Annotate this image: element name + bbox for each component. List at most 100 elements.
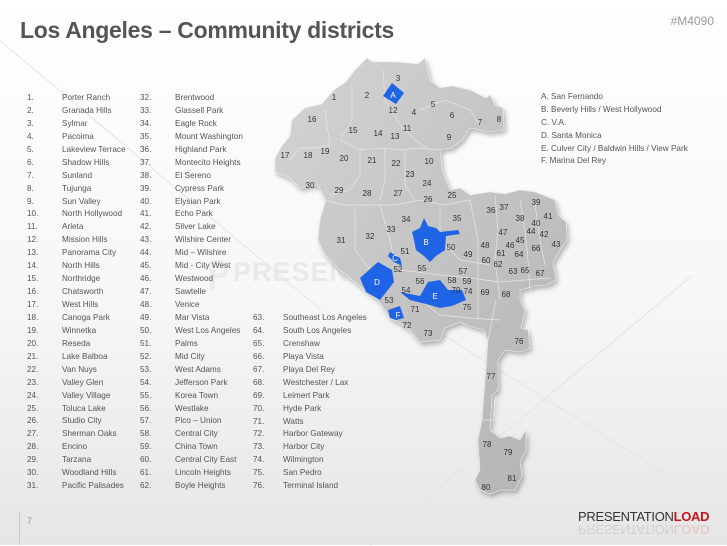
district-list-item: 55. Korea Town <box>140 390 243 403</box>
district-name: Southeast Los Angeles <box>283 313 367 322</box>
district-number: 34. <box>140 118 152 128</box>
district-list-item: 40. Elysian Park <box>140 196 243 209</box>
district-name: Tujunga <box>62 183 92 193</box>
district-number: 64. <box>253 325 265 335</box>
map-district-label: 6 <box>450 111 455 120</box>
district-list-item: 1. Porter Ranch <box>27 92 126 105</box>
district-boundaries <box>289 69 551 421</box>
watermark-logo-icon <box>210 260 228 290</box>
district-number: 7. <box>27 170 34 180</box>
district-number: 47. <box>140 287 152 297</box>
district-name: Central City <box>175 429 218 439</box>
district-name: Pacific Palisades <box>62 481 124 491</box>
map-district-label: 47 <box>499 228 508 237</box>
map-district-label: 81 <box>508 474 517 483</box>
district-list-item: 47. Sawtelle <box>140 286 243 299</box>
district-list-item: 13. Panorama City <box>27 247 126 260</box>
highlighted-areas <box>360 83 466 320</box>
district-number: 45. <box>140 261 152 271</box>
legend-item-b: B. Beverly Hills / West Hollywood <box>541 104 662 114</box>
district-name: South Los Angeles <box>283 325 352 335</box>
district-number: 22. <box>27 364 39 374</box>
district-number: 40. <box>140 196 152 206</box>
district-name: Brentwood <box>175 93 215 102</box>
district-number: 35. <box>140 131 152 141</box>
district-list-item: 68. Westchester / Lax <box>253 377 367 390</box>
district-number: 33. <box>140 105 152 115</box>
district-list-item: 26. Studio City <box>27 415 126 428</box>
map-district-label: 43 <box>552 240 561 249</box>
district-list-item: 10. North Hollywood <box>27 208 126 221</box>
district-list-item: 4. Pacoima <box>27 131 126 144</box>
district-name: Tarzana <box>62 455 92 465</box>
district-number: 53. <box>140 364 152 374</box>
district-number: 49. <box>140 312 152 322</box>
district-list-item: 73. Harbor City <box>253 441 367 454</box>
map-district-label: 22 <box>392 159 401 168</box>
brand-logo: PRESENTATIONLOAD <box>578 509 710 524</box>
district-number: 62. <box>140 481 152 491</box>
district-name: Toluca Lake <box>62 403 106 413</box>
district-number: 41. <box>140 209 152 219</box>
district-number: 18. <box>27 312 39 322</box>
district-list-item: 43. Wilshire Center <box>140 234 243 247</box>
map-district-label: 41 <box>544 212 553 221</box>
district-list-item: 18. Canoga Park <box>27 312 126 325</box>
district-number: 17. <box>27 300 39 309</box>
district-name: Lincoln Heights <box>175 468 231 478</box>
map-district-label: 76 <box>515 337 524 346</box>
district-number: 59. <box>140 442 152 452</box>
district-list-item: 23. Valley Glen <box>27 377 126 390</box>
district-name: Echo Park <box>175 209 213 219</box>
district-number: 26. <box>27 416 39 426</box>
district-number: 69. <box>253 390 265 400</box>
district-name: Valley Village <box>62 390 111 400</box>
map-district-label: 77 <box>487 372 496 381</box>
district-name: Boyle Heights <box>175 481 226 491</box>
district-name: Westlake <box>175 403 209 413</box>
map-district-label: 44 <box>527 227 536 236</box>
district-name: Cypress Park <box>175 183 225 193</box>
district-number: 75. <box>253 468 265 478</box>
district-list-item: 11. Arleta <box>27 221 126 234</box>
map-district-label: 4 <box>412 108 417 117</box>
map-district-label: 11 <box>403 124 412 133</box>
district-list-item: 42. Silver Lake <box>140 221 243 234</box>
map-district-label: 49 <box>464 250 473 259</box>
district-number: 50. <box>140 325 152 335</box>
map-district-label: 59 <box>463 277 472 286</box>
district-number: 72. <box>253 429 265 439</box>
map-district-label: 68 <box>502 290 511 299</box>
map-district-label: 50 <box>447 243 456 252</box>
district-name: Harbor Gateway <box>283 429 343 439</box>
district-list-item: 49. Mar Vista <box>140 312 243 325</box>
district-list-item: 61. Lincoln Heights <box>140 467 243 480</box>
map-district-label: 40 <box>532 219 541 228</box>
district-number: 57. <box>140 416 152 426</box>
district-number: 58. <box>140 429 152 439</box>
district-list-column-3: 63. Southeast Los Angeles 64. South Los Ang… <box>253 312 367 493</box>
product-code: #M4090 <box>670 14 714 28</box>
map-district-label: 3 <box>396 74 401 83</box>
district-number: 29. <box>27 455 39 465</box>
district-number: 74. <box>253 455 265 465</box>
district-number: 2. <box>27 105 34 115</box>
district-number: 37. <box>140 157 152 167</box>
legend-item-d: D. Santa Monica <box>541 130 602 140</box>
district-number: 16. <box>27 287 39 297</box>
district-number: 28. <box>27 442 39 452</box>
district-number: 42. <box>140 222 152 232</box>
legend-item-c: C. V.A. <box>541 117 567 127</box>
district-name: Sylmar <box>62 118 88 128</box>
map-district-label: 1 <box>332 93 337 102</box>
district-name: Terminal Island <box>283 481 339 491</box>
map-landmass <box>274 57 568 495</box>
district-number: 44. <box>140 248 152 258</box>
district-list-item: 41. Echo Park <box>140 208 243 221</box>
district-number: 67. <box>253 364 265 374</box>
district-name: Central City East <box>175 455 237 465</box>
district-number: 20. <box>27 338 39 348</box>
district-name: Canoga Park <box>62 312 110 322</box>
district-list-item: 65. Crenshaw <box>253 338 367 351</box>
district-list-item: 22. Van Nuys <box>27 364 126 377</box>
